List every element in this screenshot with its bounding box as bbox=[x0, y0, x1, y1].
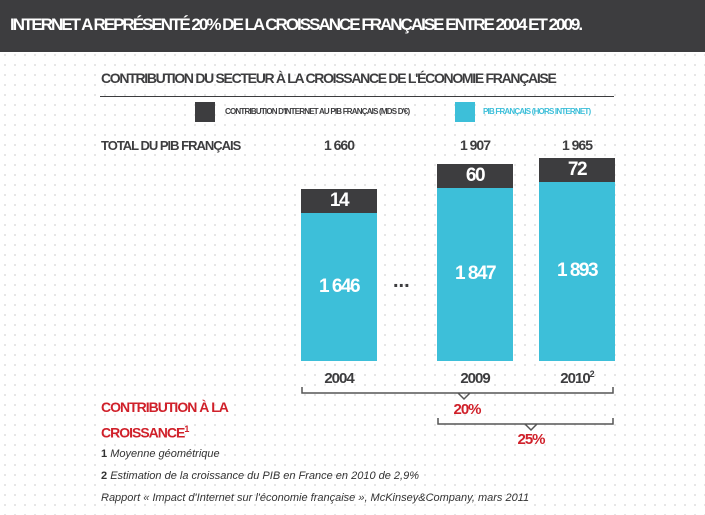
year-label-2004: 2004 bbox=[324, 370, 354, 387]
growth-2009-2010: 25% bbox=[517, 431, 545, 448]
bracket-2009-2010 bbox=[437, 418, 614, 432]
footnote-1: 1 Moyenne géométrique bbox=[101, 448, 220, 460]
bar-internet-2009: 60 bbox=[437, 163, 513, 188]
growth-label: CONTRIBUTION À LA CROISSANCE1 bbox=[101, 399, 229, 441]
chart-title: CONTRIBUTION DU SECTEUR À LA CROISSANCE … bbox=[101, 70, 557, 86]
banner: INTERNET A REPRÉSENTÉ 20% DE LA CROISSAN… bbox=[0, 0, 705, 52]
total-label-2009: 1 907 bbox=[459, 137, 491, 153]
bar-pib-2004: 1 646 bbox=[301, 213, 377, 361]
total-label-2004: 1 660 bbox=[323, 137, 355, 153]
source: Rapport « Impact d'Internet sur l'économ… bbox=[101, 492, 530, 504]
bar-pib-2009: 1 847 bbox=[437, 187, 513, 361]
footnote-2: 2 Estimation de la croissance du PIB en … bbox=[101, 470, 419, 482]
legend-swatch-pib bbox=[455, 102, 475, 122]
banner-title: INTERNET A REPRÉSENTÉ 20% DE LA CROISSAN… bbox=[10, 15, 583, 34]
bar-pib-2010: 1 893 bbox=[539, 181, 615, 361]
year-label-2010: 20102 bbox=[560, 369, 594, 387]
legend-label-pib: PIB FRANÇAIS (HORS INTERNET) bbox=[483, 107, 591, 116]
legend-swatch-internet bbox=[195, 102, 215, 122]
bar-internet-2010: 72 bbox=[539, 157, 615, 182]
bar-internet-2004: 14 bbox=[301, 189, 377, 214]
totals-label: TOTAL DU PIB FRANÇAIS bbox=[101, 138, 241, 153]
gap-marker: ... bbox=[393, 270, 410, 292]
year-label-2009: 2009 bbox=[460, 370, 490, 387]
bracket-2004-2010 bbox=[301, 387, 614, 401]
total-label-2010: 1 965 bbox=[561, 137, 593, 153]
growth-2004-2010: 20% bbox=[453, 401, 481, 418]
title-rule bbox=[100, 96, 614, 97]
legend-label-internet: CONTRIBUTION D'INTERNET AU PIB FRANÇAIS … bbox=[225, 107, 410, 116]
